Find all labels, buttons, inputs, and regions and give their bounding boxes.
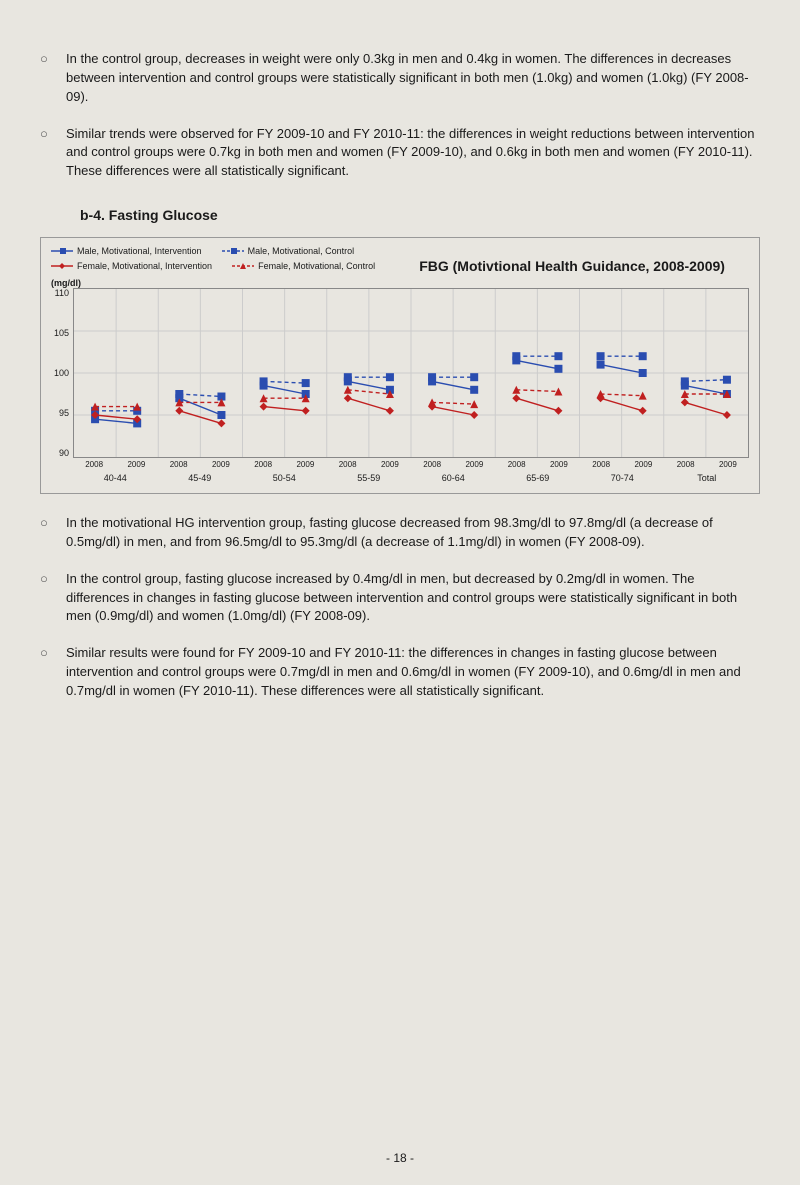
x-year-label: 2009: [622, 460, 664, 469]
bullet-marker: ○: [40, 644, 54, 701]
y-axis-unit: (mg/dl): [51, 278, 749, 288]
x-year-label: 2008: [327, 460, 369, 469]
x-year-label: 2008: [580, 460, 622, 469]
x-group-label: 50-54: [242, 473, 327, 483]
bullet-marker: ○: [40, 514, 54, 552]
bullet-marker: ○: [40, 570, 54, 627]
x-group-label: 60-64: [411, 473, 496, 483]
section-heading: b-4. Fasting Glucose: [80, 207, 760, 223]
bottom-bullet-list: ○ In the motivational HG intervention gr…: [40, 514, 760, 701]
y-tick: 100: [51, 368, 69, 378]
x-year-label: 2009: [453, 460, 495, 469]
top-bullet-list: ○ In the control group, decreases in wei…: [40, 50, 760, 181]
bullet-text: Similar results were found for FY 2009-1…: [66, 644, 760, 701]
chart-legend-row-1: Male, Motivational, Intervention Male, M…: [51, 246, 749, 256]
x-group-label: 40-44: [73, 473, 158, 483]
x-year-label: 2009: [369, 460, 411, 469]
x-year-label: 2008: [158, 460, 200, 469]
plot-area: [73, 288, 749, 458]
x-axis-years: 2008200920082009200820092008200920082009…: [73, 460, 749, 469]
bullet-item: ○ In the motivational HG intervention gr…: [40, 514, 760, 552]
legend-male-intervention: Male, Motivational, Intervention: [51, 246, 202, 256]
bullet-marker: ○: [40, 125, 54, 182]
x-group-label: 55-59: [327, 473, 412, 483]
x-group-label: 70-74: [580, 473, 665, 483]
x-year-label: 2009: [707, 460, 749, 469]
x-year-label: 2008: [242, 460, 284, 469]
chart-title: FBG (Motivtional Health Guidance, 2008-2…: [395, 258, 749, 274]
y-tick: 110: [51, 288, 69, 298]
x-year-label: 2009: [284, 460, 326, 469]
bullet-item: ○ Similar trends were observed for FY 20…: [40, 125, 760, 182]
x-group-label: 65-69: [496, 473, 581, 483]
legend-male-control: Male, Motivational, Control: [222, 246, 355, 256]
bullet-text: In the control group, decreases in weigh…: [66, 50, 760, 107]
legend-female-intervention: Female, Motivational, Intervention: [51, 261, 212, 271]
y-axis: 110 105 100 95 90: [51, 288, 73, 458]
legend-female-control: Female, Motivational, Control: [232, 261, 375, 271]
fbg-chart: Male, Motivational, Intervention Male, M…: [40, 237, 760, 494]
bullet-text: In the motivational HG intervention grou…: [66, 514, 760, 552]
x-year-label: 2008: [496, 460, 538, 469]
bullet-text: Similar trends were observed for FY 2009…: [66, 125, 760, 182]
x-year-label: 2009: [115, 460, 157, 469]
y-tick: 105: [51, 328, 69, 338]
x-group-label: 45-49: [158, 473, 243, 483]
bullet-text: In the control group, fasting glucose in…: [66, 570, 760, 627]
legend-label: Male, Motivational, Control: [248, 246, 355, 256]
x-axis-groups: 40-4445-4950-5455-5960-6465-6970-74Total: [73, 473, 749, 483]
legend-label: Female, Motivational, Intervention: [77, 261, 212, 271]
bullet-item: ○ In the control group, fasting glucose …: [40, 570, 760, 627]
x-year-label: 2008: [411, 460, 453, 469]
x-year-label: 2009: [538, 460, 580, 469]
x-year-label: 2008: [665, 460, 707, 469]
chart-legend-row-2: Female, Motivational, Intervention Femal…: [51, 258, 749, 274]
bullet-marker: ○: [40, 50, 54, 107]
bullet-item: ○ In the control group, decreases in wei…: [40, 50, 760, 107]
page-number: - 18 -: [0, 1151, 800, 1165]
plot-wrap: 110 105 100 95 90: [51, 288, 749, 458]
y-tick: 90: [51, 448, 69, 458]
y-tick: 95: [51, 408, 69, 418]
bullet-item: ○ Similar results were found for FY 2009…: [40, 644, 760, 701]
x-group-label: Total: [665, 473, 750, 483]
legend-label: Male, Motivational, Intervention: [77, 246, 202, 256]
legend-label: Female, Motivational, Control: [258, 261, 375, 271]
x-year-label: 2008: [73, 460, 115, 469]
x-year-label: 2009: [200, 460, 242, 469]
